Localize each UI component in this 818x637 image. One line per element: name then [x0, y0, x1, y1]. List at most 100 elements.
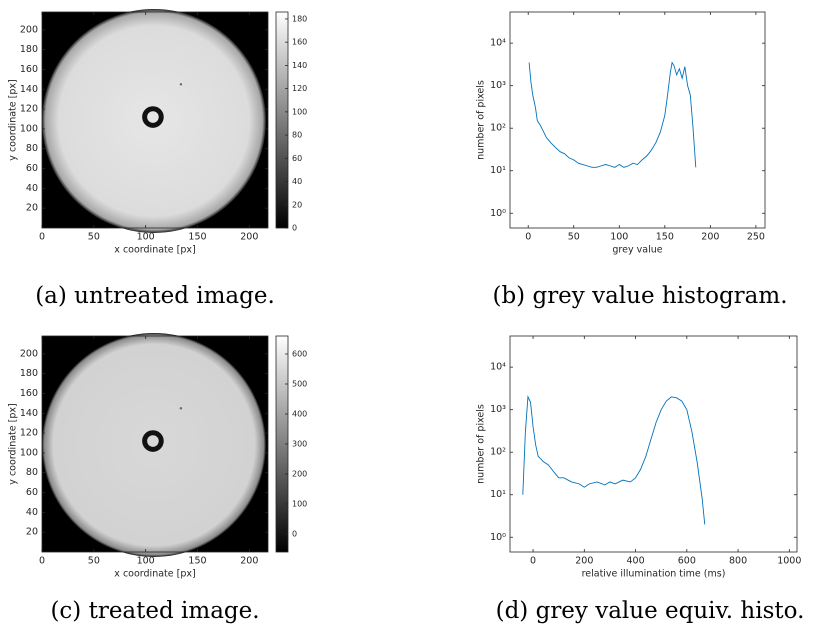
colorbar-tick-label: 100: [292, 107, 307, 116]
y-tick-label: 10⁰: [490, 208, 506, 219]
image-spot: [179, 83, 183, 86]
panel: 0 200 400 600 800 1000 10⁰ 10¹ 10² 10³ 10⁴ relative…: [476, 335, 805, 624]
y-tick-label: 60: [26, 487, 38, 498]
x-tick-label: 200: [240, 556, 258, 567]
histogram-line: [522, 395, 706, 525]
caption: (c) treated image.: [50, 598, 259, 624]
x-tick-label: 100: [610, 232, 628, 243]
x-tick-label: 100: [137, 232, 155, 243]
y-tick-label: 20: [26, 203, 38, 214]
y-tick-label: 80: [26, 143, 38, 154]
y-tick-label: 10¹: [490, 489, 506, 500]
y-axis-label: number of pixels: [476, 404, 487, 484]
x-tick-label: 150: [188, 232, 206, 243]
x-tick-label: 200: [575, 556, 593, 567]
y-tick-label: 180: [20, 44, 38, 55]
x-tick-label: 50: [568, 232, 580, 243]
colorbar-tick-label: 200: [292, 470, 307, 479]
y-tick-label: 100: [20, 123, 38, 134]
x-tick-label: 0: [39, 232, 45, 243]
y-tick-label: 120: [20, 104, 38, 115]
x-axis-label: relative illumination time (ms): [582, 569, 726, 580]
image-disc: [42, 333, 266, 557]
x-tick-label: 1000: [777, 556, 801, 567]
colorbar-tick-label: 140: [292, 61, 307, 70]
x-tick-label: 400: [626, 556, 644, 567]
panel: 0 50 100 150 200 250 10⁰ 10¹ 10² 10³ 10⁴ grey value…: [476, 11, 788, 309]
y-tick-label: 20: [26, 527, 38, 538]
panel: 0 20 40 60 80 100 120 140 160 180 0 50 100 150 200 20 40…: [8, 9, 307, 309]
y-tick-label: 10²: [490, 123, 506, 134]
panel: 0 100 200 300 400 500 600 0 50 100 150 200 20 40 60 80 1…: [8, 333, 307, 624]
x-tick-label: 200: [240, 232, 258, 243]
axes-box: [509, 335, 798, 553]
colorbar-tick-label: 300: [292, 440, 307, 449]
y-tick-label: 140: [20, 84, 38, 95]
colorbar-tick-label: 400: [292, 410, 307, 419]
colorbar-tick-label: 60: [292, 154, 302, 163]
y-axis-label: number of pixels: [476, 80, 487, 160]
axes-box: [41, 11, 269, 229]
y-tick-label: 80: [26, 467, 38, 478]
y-tick-label: 10¹: [490, 165, 506, 176]
axes-box: [41, 335, 269, 553]
y-axis-label: y coordinate [px]: [8, 79, 19, 160]
y-tick-label: 120: [20, 428, 38, 439]
x-tick-label: 150: [656, 232, 674, 243]
y-tick-label: 10⁰: [490, 532, 506, 543]
colorbar-tick-label: 500: [292, 380, 307, 389]
caption: (d) grey value equiv. histo.: [496, 598, 805, 624]
colorbar-tick-label: 100: [292, 500, 307, 509]
y-tick-label: 40: [26, 507, 38, 518]
x-tick-label: 0: [39, 556, 45, 567]
y-tick-label: 200: [20, 24, 38, 35]
y-tick-label: 60: [26, 163, 38, 174]
plot-background: [510, 12, 765, 228]
x-tick-label: 0: [525, 232, 531, 243]
x-axis-label: x coordinate [px]: [114, 245, 195, 256]
axes-box: [509, 11, 766, 229]
x-tick-label: 250: [747, 232, 765, 243]
colorbar-tick-label: 0: [292, 224, 297, 233]
y-tick-label: 180: [20, 368, 38, 379]
colorbar-tick-label: 20: [292, 200, 302, 209]
x-tick-label: 50: [88, 232, 100, 243]
colorbar: [275, 11, 289, 229]
image-ring: [142, 430, 164, 452]
image-ring: [142, 106, 164, 128]
y-tick-label: 160: [20, 388, 38, 399]
colorbar-tick-label: 160: [292, 38, 307, 47]
colorbar-tick-label: 600: [292, 350, 307, 359]
y-tick-label: 10³: [490, 80, 506, 91]
x-tick-label: 100: [137, 556, 155, 567]
image-disc: [42, 9, 266, 233]
x-axis-label: x coordinate [px]: [114, 569, 195, 580]
histogram-line: [528, 61, 697, 168]
y-tick-label: 10⁴: [490, 38, 506, 49]
y-axis-label: y coordinate [px]: [8, 403, 19, 484]
y-tick-label: 200: [20, 348, 38, 359]
colorbar-tick-label: 40: [292, 177, 302, 186]
y-tick-label: 10⁴: [490, 362, 506, 373]
y-tick-label: 40: [26, 183, 38, 194]
y-tick-label: 140: [20, 408, 38, 419]
x-tick-label: 800: [729, 556, 747, 567]
image-spot: [179, 407, 183, 410]
colorbar-tick-label: 180: [292, 14, 307, 23]
x-tick-label: 50: [88, 556, 100, 567]
y-tick-label: 160: [20, 64, 38, 75]
x-axis-label: grey value: [612, 245, 662, 256]
caption: (a) untreated image.: [35, 283, 275, 309]
colorbar-tick-label: 120: [292, 84, 307, 93]
colorbar-tick-label: 80: [292, 131, 302, 140]
colorbar-tick-label: 0: [292, 530, 297, 539]
y-tick-label: 100: [20, 447, 38, 458]
caption: (b) grey value histogram.: [492, 283, 787, 309]
x-tick-label: 600: [678, 556, 696, 567]
y-tick-label: 10³: [490, 404, 506, 415]
plot-background: [510, 336, 797, 552]
y-tick-label: 10²: [490, 447, 506, 458]
x-tick-label: 150: [188, 556, 206, 567]
x-tick-label: 0: [530, 556, 536, 567]
